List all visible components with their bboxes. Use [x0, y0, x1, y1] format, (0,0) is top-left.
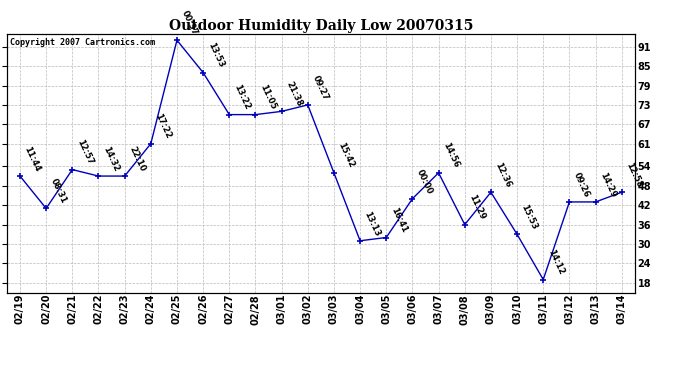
Text: 12:58: 12:58: [624, 161, 644, 189]
Text: 12:57: 12:57: [75, 138, 95, 166]
Text: 15:53: 15:53: [520, 203, 539, 231]
Text: 11:29: 11:29: [467, 193, 487, 221]
Text: 14:12: 14:12: [546, 248, 565, 276]
Title: Outdoor Humidity Daily Low 20070315: Outdoor Humidity Daily Low 20070315: [168, 19, 473, 33]
Text: 09:26: 09:26: [572, 171, 591, 199]
Text: 21:38: 21:38: [284, 80, 304, 108]
Text: 00:00: 00:00: [415, 168, 434, 195]
Text: 22:10: 22:10: [127, 145, 147, 173]
Text: 17:22: 17:22: [153, 112, 173, 141]
Text: 13:53: 13:53: [206, 41, 225, 69]
Text: 14:32: 14:32: [101, 145, 121, 173]
Text: 11:05: 11:05: [258, 83, 277, 111]
Text: 12:36: 12:36: [493, 161, 513, 189]
Text: 09:27: 09:27: [310, 74, 330, 102]
Text: 08:31: 08:31: [49, 177, 68, 205]
Text: 13:22: 13:22: [232, 83, 251, 111]
Text: 14:29: 14:29: [598, 171, 618, 199]
Text: 00:37: 00:37: [179, 9, 199, 37]
Text: 14:56: 14:56: [441, 141, 461, 170]
Text: 15:42: 15:42: [337, 141, 356, 170]
Text: 13:13: 13:13: [363, 210, 382, 237]
Text: 16:41: 16:41: [389, 206, 408, 234]
Text: Copyright 2007 Cartronics.com: Copyright 2007 Cartronics.com: [10, 38, 155, 46]
Text: 11:44: 11:44: [23, 145, 42, 173]
